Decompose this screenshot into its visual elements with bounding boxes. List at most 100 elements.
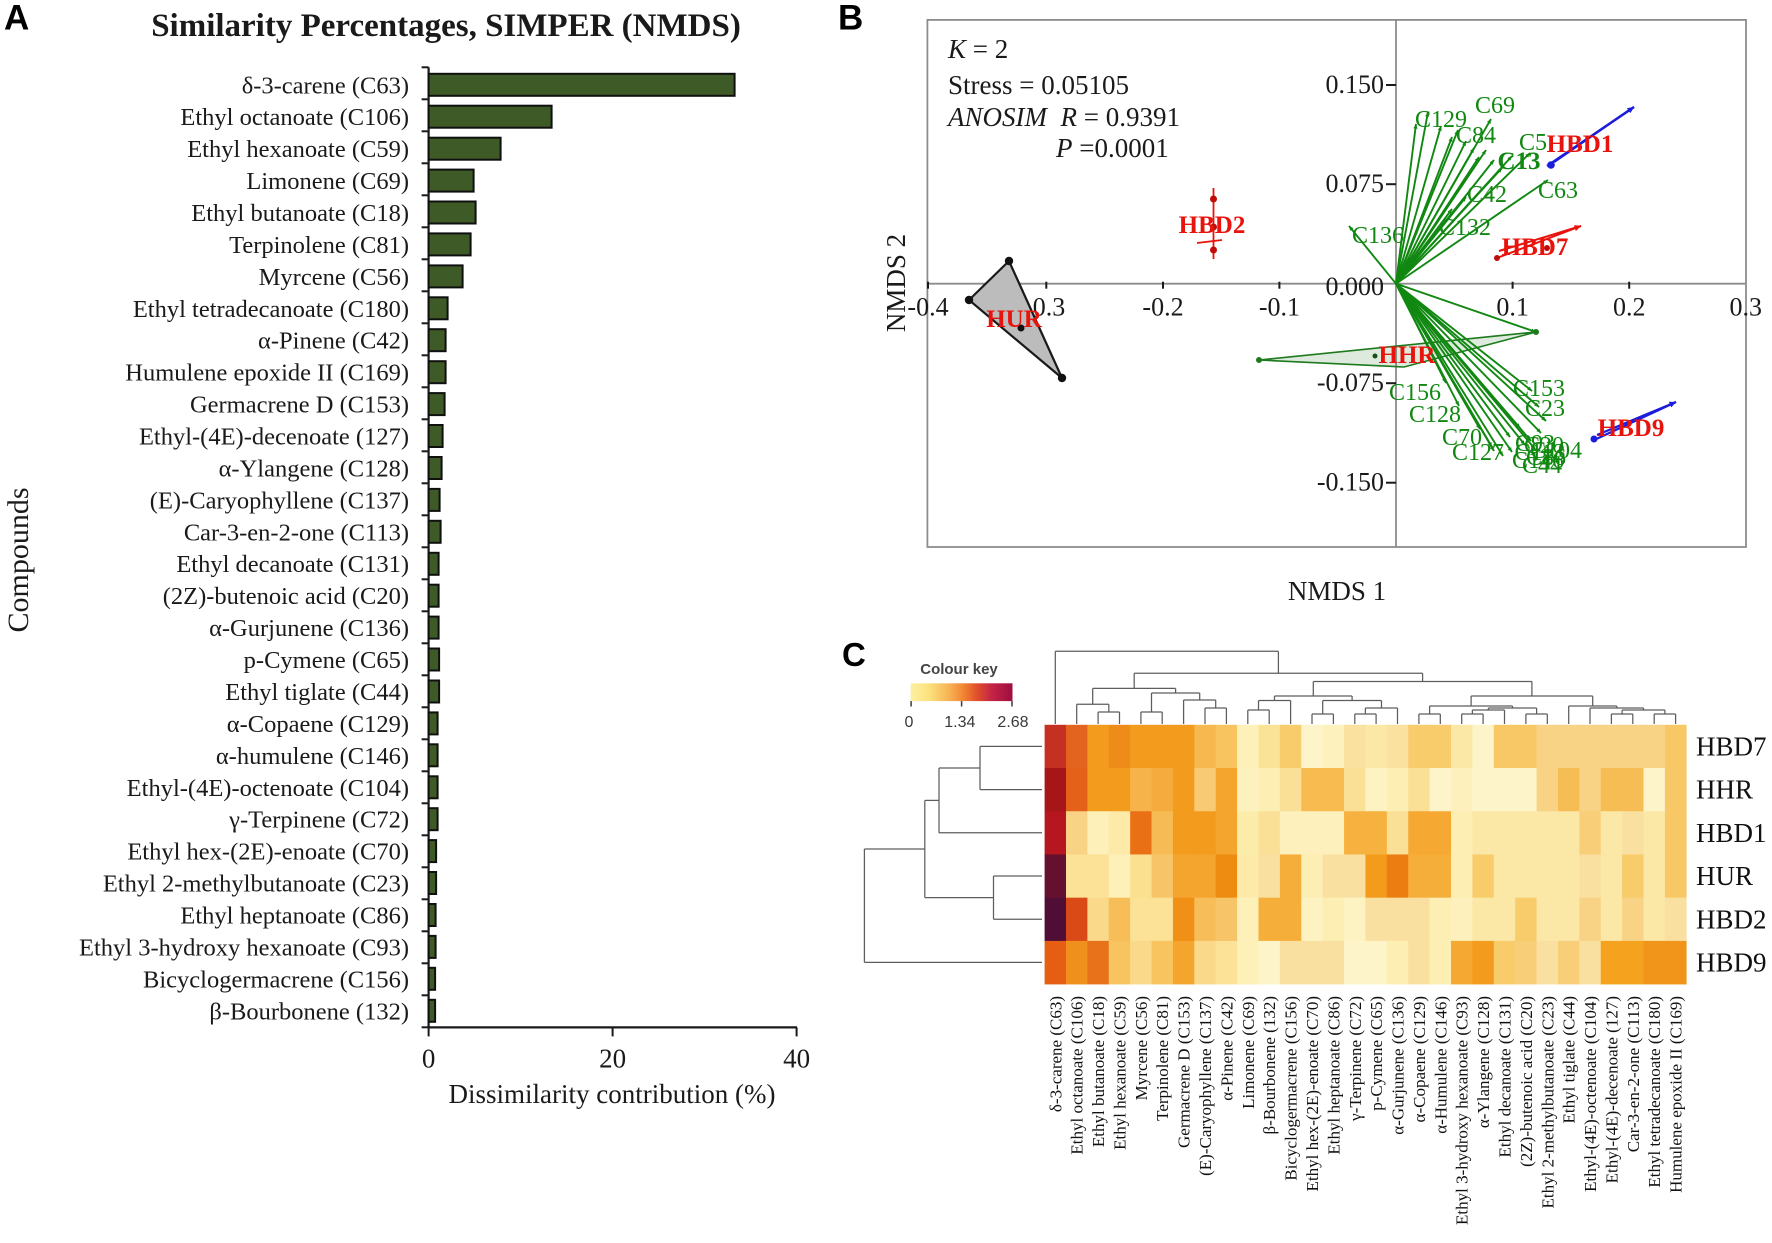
svg-text:Dissimilarity contribution (%): Dissimilarity contribution (%) xyxy=(449,1079,776,1109)
svg-text:C128: C128 xyxy=(1409,402,1461,428)
svg-text:α-Pinene (C42): α-Pinene (C42) xyxy=(258,328,409,355)
svg-text:HBD2: HBD2 xyxy=(1696,904,1767,934)
svg-text:-0.075: -0.075 xyxy=(1317,368,1384,397)
svg-text:Germacrene D (C153): Germacrene D (C153) xyxy=(190,392,409,419)
svg-text:Colour key: Colour key xyxy=(920,661,998,678)
svg-text:0: 0 xyxy=(422,1043,436,1073)
svg-text:C93: C93 xyxy=(1515,431,1555,457)
svg-text:C132: C132 xyxy=(1439,215,1491,241)
svg-text:0.000: 0.000 xyxy=(1326,272,1385,301)
svg-text:2.68: 2.68 xyxy=(997,714,1028,731)
svg-text:B: B xyxy=(838,0,863,38)
svg-text:0.3: 0.3 xyxy=(1033,293,1066,322)
svg-text:Bicyclogermacrene (C156): Bicyclogermacrene (C156) xyxy=(1282,996,1301,1181)
svg-text:(E)-Caryophyllene (C137): (E)-Caryophyllene (C137) xyxy=(150,487,409,514)
svg-text:0.3: 0.3 xyxy=(1730,293,1763,322)
svg-text:C129: C129 xyxy=(1415,107,1467,133)
svg-text:α-Pinene (C42): α-Pinene (C42) xyxy=(1217,996,1236,1101)
svg-text:K = 2: K = 2 xyxy=(947,34,1008,64)
svg-text:Ethyl tetradecanoate (C180): Ethyl tetradecanoate (C180) xyxy=(1645,996,1664,1188)
svg-text:0.150: 0.150 xyxy=(1326,70,1385,99)
svg-text:α-Copaene (C129): α-Copaene (C129) xyxy=(1410,996,1429,1122)
svg-text:(2Z)-butenoic acid (C20): (2Z)-butenoic acid (C20) xyxy=(1517,996,1536,1167)
svg-text:C70: C70 xyxy=(1442,425,1482,451)
svg-text:NMDS 2: NMDS 2 xyxy=(881,234,911,332)
svg-text:γ-Terpinene (C72): γ-Terpinene (C72) xyxy=(228,807,409,834)
svg-text:C13: C13 xyxy=(1497,148,1540,175)
svg-text:-0.150: -0.150 xyxy=(1317,468,1384,497)
svg-text:Ethyl butanoate (C18): Ethyl butanoate (C18) xyxy=(1089,996,1108,1147)
svg-text:C113: C113 xyxy=(1514,440,1565,466)
svg-text:ANOSIM R = 0.9391: ANOSIM R = 0.9391 xyxy=(946,102,1180,132)
svg-text:1.34: 1.34 xyxy=(944,714,975,731)
svg-text:C136: C136 xyxy=(1352,223,1404,249)
svg-text:Ethyl 3-hydroxy hexanoate (C93: Ethyl 3-hydroxy hexanoate (C93) xyxy=(1453,996,1472,1225)
svg-text:C: C xyxy=(842,636,866,673)
svg-text:γ-Terpinene (C72): γ-Terpinene (C72) xyxy=(1346,996,1365,1122)
svg-text:Ethyl 2-methylbutanoate (C23): Ethyl 2-methylbutanoate (C23) xyxy=(103,871,409,898)
svg-text:0.2: 0.2 xyxy=(1613,293,1646,322)
svg-text:C44: C44 xyxy=(1522,453,1562,479)
svg-text:β-Bourbonene (132): β-Bourbonene (132) xyxy=(1260,996,1279,1134)
svg-text:C127: C127 xyxy=(1452,440,1504,466)
svg-text:Humulene epoxide II (C169): Humulene epoxide II (C169) xyxy=(1667,996,1686,1193)
svg-text:Bicyclogermacrene (C156): Bicyclogermacrene (C156) xyxy=(143,966,409,993)
svg-text:p-Cymene (C65): p-Cymene (C65) xyxy=(244,647,409,674)
svg-text:Ethyl tetradecanoate (C180): Ethyl tetradecanoate (C180) xyxy=(133,296,409,323)
svg-text:C5: C5 xyxy=(1519,130,1547,156)
svg-text:C86: C86 xyxy=(1526,445,1566,471)
svg-text:Germacrene D (C153): Germacrene D (C153) xyxy=(1175,996,1194,1148)
svg-text:Limonene (C69): Limonene (C69) xyxy=(1239,996,1258,1109)
svg-text:HBD7: HBD7 xyxy=(1696,731,1767,761)
svg-text:HBD9: HBD9 xyxy=(1696,948,1767,978)
svg-text:-0.4: -0.4 xyxy=(907,293,948,322)
svg-text:Ethyl decanoate (C131): Ethyl decanoate (C131) xyxy=(176,551,409,578)
svg-text:Humulene epoxide II (C169): Humulene epoxide II (C169) xyxy=(125,360,409,387)
svg-text:A: A xyxy=(4,0,29,38)
svg-text:(E)-Caryophyllene (C137): (E)-Caryophyllene (C137) xyxy=(1196,996,1215,1176)
svg-text:C84: C84 xyxy=(1456,123,1496,149)
svg-text:C146: C146 xyxy=(1512,448,1564,474)
svg-text:Ethyl decanoate (C131): Ethyl decanoate (C131) xyxy=(1496,996,1515,1157)
svg-text:δ-3-carene (C63): δ-3-carene (C63) xyxy=(242,72,409,99)
svg-text:α-Ylangene (C128): α-Ylangene (C128) xyxy=(1474,996,1493,1128)
svg-text:Ethyl-(4E)-decenoate (127): Ethyl-(4E)-decenoate (127) xyxy=(139,424,409,451)
svg-text:C69: C69 xyxy=(1475,93,1515,119)
svg-text:p-Cymene (C65): p-Cymene (C65) xyxy=(1367,996,1386,1111)
svg-text:α-humulene (C146): α-humulene (C146) xyxy=(216,743,409,770)
svg-text:C153: C153 xyxy=(1513,376,1565,402)
svg-text:Compounds: Compounds xyxy=(2,487,35,632)
svg-text:Ethyl 3-hydroxy hexanoate (C93: Ethyl 3-hydroxy hexanoate (C93) xyxy=(79,934,409,961)
svg-text:C23: C23 xyxy=(1525,396,1565,422)
svg-text:HHR: HHR xyxy=(1696,775,1753,805)
svg-text:C104: C104 xyxy=(1530,438,1582,464)
svg-text:Ethyl octanoate (C106): Ethyl octanoate (C106) xyxy=(180,104,409,131)
svg-text:Ethyl tiglate (C44): Ethyl tiglate (C44) xyxy=(1560,996,1579,1123)
svg-text:Similarity Percentages, SIMPER: Similarity Percentages, SIMPER (NMDS) xyxy=(151,8,741,44)
svg-text:-0.2: -0.2 xyxy=(1142,293,1183,322)
svg-text:Myrcene (C56): Myrcene (C56) xyxy=(1132,996,1151,1100)
svg-text:Car-3-en-2-one (C113): Car-3-en-2-one (C113) xyxy=(1624,996,1643,1152)
svg-text:20: 20 xyxy=(599,1043,626,1073)
svg-text:Myrcene (C56): Myrcene (C56) xyxy=(259,264,409,291)
svg-text:Stress = 0.05105: Stress = 0.05105 xyxy=(948,70,1129,100)
svg-text:Ethyl octanoate (C106): Ethyl octanoate (C106) xyxy=(1068,996,1087,1155)
svg-text:Ethyl hexanoate (C59): Ethyl hexanoate (C59) xyxy=(1111,996,1130,1150)
svg-text:Ethyl-(4E)-decenoate (127): Ethyl-(4E)-decenoate (127) xyxy=(1602,996,1621,1183)
svg-text:C20: C20 xyxy=(1524,433,1564,459)
svg-text:Ethyl hex-(2E)-enoate (C70): Ethyl hex-(2E)-enoate (C70) xyxy=(127,839,409,866)
svg-text:Ethyl-(4E)-octenoate (C104): Ethyl-(4E)-octenoate (C104) xyxy=(127,775,409,802)
svg-text:HBD2: HBD2 xyxy=(1179,212,1246,239)
svg-text:40: 40 xyxy=(783,1043,810,1073)
svg-text:0.075: 0.075 xyxy=(1326,169,1385,198)
svg-text:Ethyl tiglate (C44): Ethyl tiglate (C44) xyxy=(225,679,409,706)
svg-text:C156: C156 xyxy=(1389,380,1441,406)
svg-text:HBD1: HBD1 xyxy=(1547,131,1614,158)
svg-text:-0.1: -0.1 xyxy=(1259,293,1300,322)
svg-text:HHR: HHR xyxy=(1379,342,1437,369)
svg-text:HBD1: HBD1 xyxy=(1696,818,1767,848)
svg-text:α-Ylangene (C128): α-Ylangene (C128) xyxy=(219,456,409,483)
svg-text:Ethyl-(4E)-octenoate (C104): Ethyl-(4E)-octenoate (C104) xyxy=(1581,996,1600,1192)
svg-text:Ethyl hex-(2E)-enoate (C70): Ethyl hex-(2E)-enoate (C70) xyxy=(1303,996,1322,1191)
svg-text:(2Z)-butenoic acid (C20): (2Z)-butenoic acid (C20) xyxy=(163,583,409,610)
